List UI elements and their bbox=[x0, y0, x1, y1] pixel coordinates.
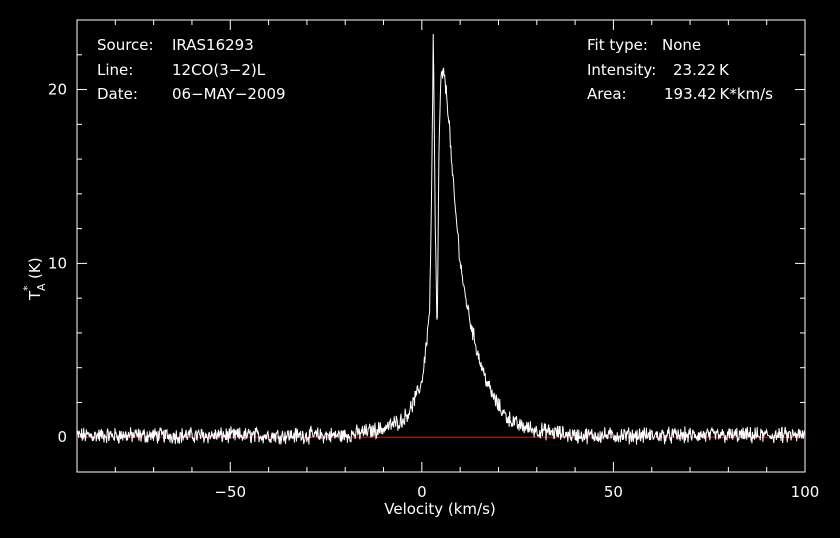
x-tick-label: 100 bbox=[791, 483, 820, 501]
header-fit-type-key: Fit type: bbox=[587, 36, 648, 54]
header-intensity-key: Intensity: bbox=[587, 61, 656, 79]
plot-frame bbox=[76, 19, 806, 473]
header-date-key: Date: bbox=[97, 85, 138, 103]
y-tick-label: 0 bbox=[57, 428, 67, 446]
x-axis-title: Velocity (km/s) bbox=[384, 500, 495, 518]
y-axis-title: T * A (K) bbox=[21, 257, 48, 301]
y-axis-title-unit: (K) bbox=[26, 257, 44, 279]
header-line-value: 12CO(3−2)L bbox=[172, 61, 266, 79]
spectrum-line bbox=[76, 33, 806, 445]
header-intensity-value: 23.22 K bbox=[673, 61, 730, 79]
header-area-key: Area: bbox=[587, 85, 627, 103]
header-date-value: 06−MAY−2009 bbox=[172, 85, 286, 103]
x-tick-label: 0 bbox=[417, 483, 427, 501]
header-source-value: IRAS16293 bbox=[172, 36, 254, 54]
header-fit-type-value: None bbox=[662, 36, 701, 54]
header-line-key: Line: bbox=[97, 61, 133, 79]
x-tick-label: −50 bbox=[214, 483, 246, 501]
header-area-value: 193.42 K*km/s bbox=[664, 85, 773, 103]
y-axis-title-sup: * bbox=[21, 285, 34, 291]
y-axis-title-main: T bbox=[26, 290, 44, 301]
y-tick-label: 10 bbox=[48, 254, 67, 272]
x-tick-label: 50 bbox=[604, 483, 623, 501]
header-source-key: Source: bbox=[97, 36, 154, 54]
y-tick-label: 20 bbox=[48, 81, 67, 99]
y-axis-title-sub: A bbox=[35, 283, 48, 291]
